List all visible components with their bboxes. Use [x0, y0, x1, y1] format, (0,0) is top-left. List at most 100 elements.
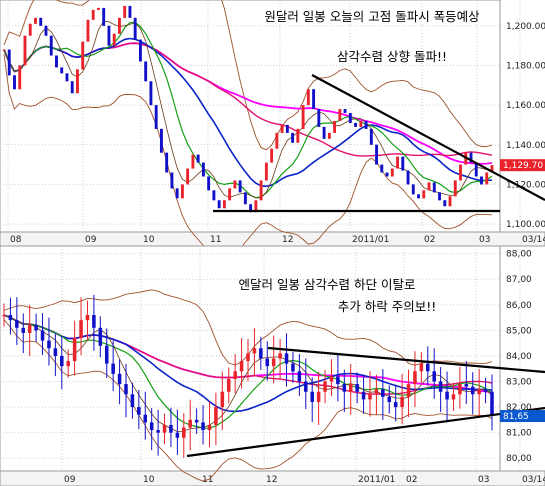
candle-body [191, 154, 195, 169]
candle-body [259, 348, 263, 359]
candle-body [432, 371, 436, 382]
candle-body [438, 381, 443, 392]
candle-body [381, 389, 385, 397]
x-tick-label: 09 [85, 235, 97, 245]
candle-body [91, 9, 95, 20]
candle-body [47, 340, 51, 349]
candle-body [159, 128, 163, 153]
candle-body [338, 109, 342, 121]
candle-body [480, 176, 483, 185]
candle-body [188, 419, 192, 428]
candle-body [469, 152, 473, 163]
candle-body [464, 384, 469, 387]
candle-body [149, 81, 153, 106]
candle-body [322, 126, 326, 139]
candle-body [278, 353, 282, 359]
trendline-upper [267, 346, 545, 374]
candle-body [417, 194, 420, 199]
candle-body [228, 188, 232, 201]
candle-body [133, 17, 137, 40]
candle-body [111, 363, 115, 374]
candle-body [400, 396, 404, 408]
candle-body [130, 394, 135, 408]
candle-body [396, 156, 399, 169]
candle-body [296, 128, 300, 143]
candle-body [385, 172, 389, 177]
candle-body [34, 17, 37, 24]
candle-body [138, 39, 142, 62]
candle-body [419, 363, 424, 372]
candle-body [348, 384, 353, 392]
y-tick-label: 86,00 [506, 301, 532, 311]
candle-body [390, 168, 394, 177]
candle-body [222, 200, 226, 209]
last-value-label: 81,65 [503, 412, 529, 422]
candle-body [361, 391, 366, 400]
candle-body [317, 109, 321, 127]
candle-body [27, 325, 32, 333]
candle-body [265, 358, 270, 367]
candle-body [60, 355, 64, 367]
candle-body [104, 345, 109, 364]
candle-body [162, 424, 167, 433]
candle-body [233, 371, 237, 379]
candle-body [264, 162, 268, 181]
candle-body [72, 338, 77, 362]
candle-body [316, 391, 321, 402]
candle-body [453, 180, 457, 197]
candle-body [49, 35, 53, 56]
candle-body [18, 65, 22, 90]
candle-body [280, 124, 284, 133]
candle-body [81, 41, 85, 70]
y-tick-label: 1,180.00 [506, 61, 545, 71]
candle-body [343, 109, 347, 114]
candle-body [304, 381, 308, 392]
y-tick-label: 1,140.00 [506, 141, 545, 151]
x-axis-strip [0, 231, 545, 247]
bollinger-upper [3, 0, 493, 151]
candle-body [117, 17, 121, 34]
candle-body [196, 154, 200, 163]
chart-panel-jpykrw: 88,00 87,00 86,00 85,00 84,00 83,00 82,00 81,00… [0, 245, 545, 486]
candle-body [23, 35, 27, 66]
candle-body [375, 144, 379, 165]
candle-body [13, 75, 16, 90]
candle-body [143, 414, 148, 423]
candle-body [368, 394, 372, 400]
y-tick-label: 1,200.00 [506, 22, 545, 32]
candle-body [66, 361, 70, 367]
candle-body [239, 361, 244, 372]
candle-body [128, 5, 132, 18]
x-tick-label: 03/14 [522, 235, 545, 245]
x-tick-label: 12 [282, 235, 293, 245]
candle-body [28, 23, 32, 36]
candle-body [275, 132, 279, 149]
x-tick-label: 10 [143, 235, 155, 245]
y-tick-label: 87,00 [506, 275, 532, 285]
candle-body [76, 69, 79, 94]
candle-body [194, 419, 199, 423]
candle-body [65, 73, 69, 82]
candle-body [107, 25, 111, 46]
candle-body [426, 363, 430, 372]
y-tick-label: 84,00 [506, 352, 532, 362]
moving-average-10 [3, 21, 493, 199]
bollinger-lower [3, 319, 493, 482]
candle-body [474, 162, 478, 177]
candle-body [207, 424, 212, 431]
candle-body [34, 325, 38, 331]
candle-body [438, 192, 441, 201]
candle-body [2, 315, 6, 317]
candle-body [393, 401, 398, 408]
candle-body [21, 327, 26, 333]
candle-body [124, 384, 128, 395]
candle-body [55, 55, 58, 68]
candle-body [137, 407, 141, 415]
candle-body [401, 156, 405, 171]
candle-body [112, 33, 116, 46]
candle-body [490, 391, 494, 417]
candle-body [98, 327, 103, 346]
y-tick-label: 82,00 [506, 403, 532, 413]
candle-body [285, 124, 289, 133]
candle-body [406, 170, 410, 185]
